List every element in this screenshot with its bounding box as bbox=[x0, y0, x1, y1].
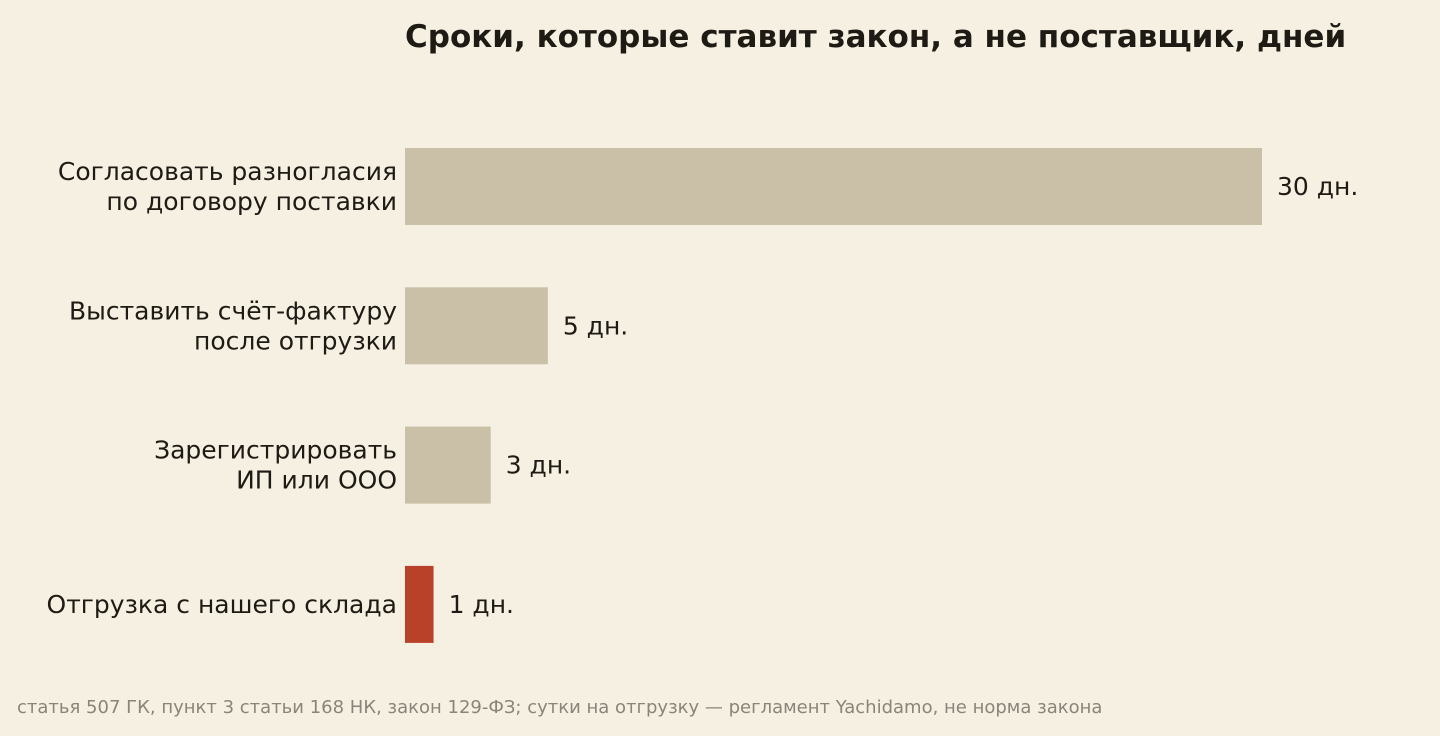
bar-1 bbox=[405, 287, 548, 365]
category-label-3-line-0: Отгрузка с нашего склада bbox=[47, 590, 397, 619]
bar-3 bbox=[405, 565, 434, 643]
category-label-0-line-1: по договору поставки bbox=[106, 187, 397, 216]
bar-2 bbox=[405, 426, 491, 504]
category-label-1-line-1: после отгрузки bbox=[194, 326, 397, 355]
category-label-1-line-0: Выставить счёт-фактуру bbox=[69, 296, 397, 325]
category-label-2-line-0: Зарегистрировать bbox=[154, 436, 397, 465]
value-label-2: 3 дн. bbox=[506, 451, 571, 480]
chart-title: Сроки, которые ставит закон, а не постав… bbox=[405, 19, 1347, 55]
bar-0 bbox=[405, 148, 1262, 225]
value-label-0: 30 дн. bbox=[1277, 172, 1358, 201]
value-label-3: 1 дн. bbox=[449, 590, 514, 619]
value-label-1: 5 дн. bbox=[563, 311, 628, 340]
chart-source-note: статья 507 ГК, пункт 3 статьи 168 НК, за… bbox=[17, 697, 1103, 718]
category-label-2-line-1: ИП или ООО bbox=[236, 466, 397, 495]
category-label-0-line-0: Согласовать разногласия bbox=[58, 157, 397, 186]
